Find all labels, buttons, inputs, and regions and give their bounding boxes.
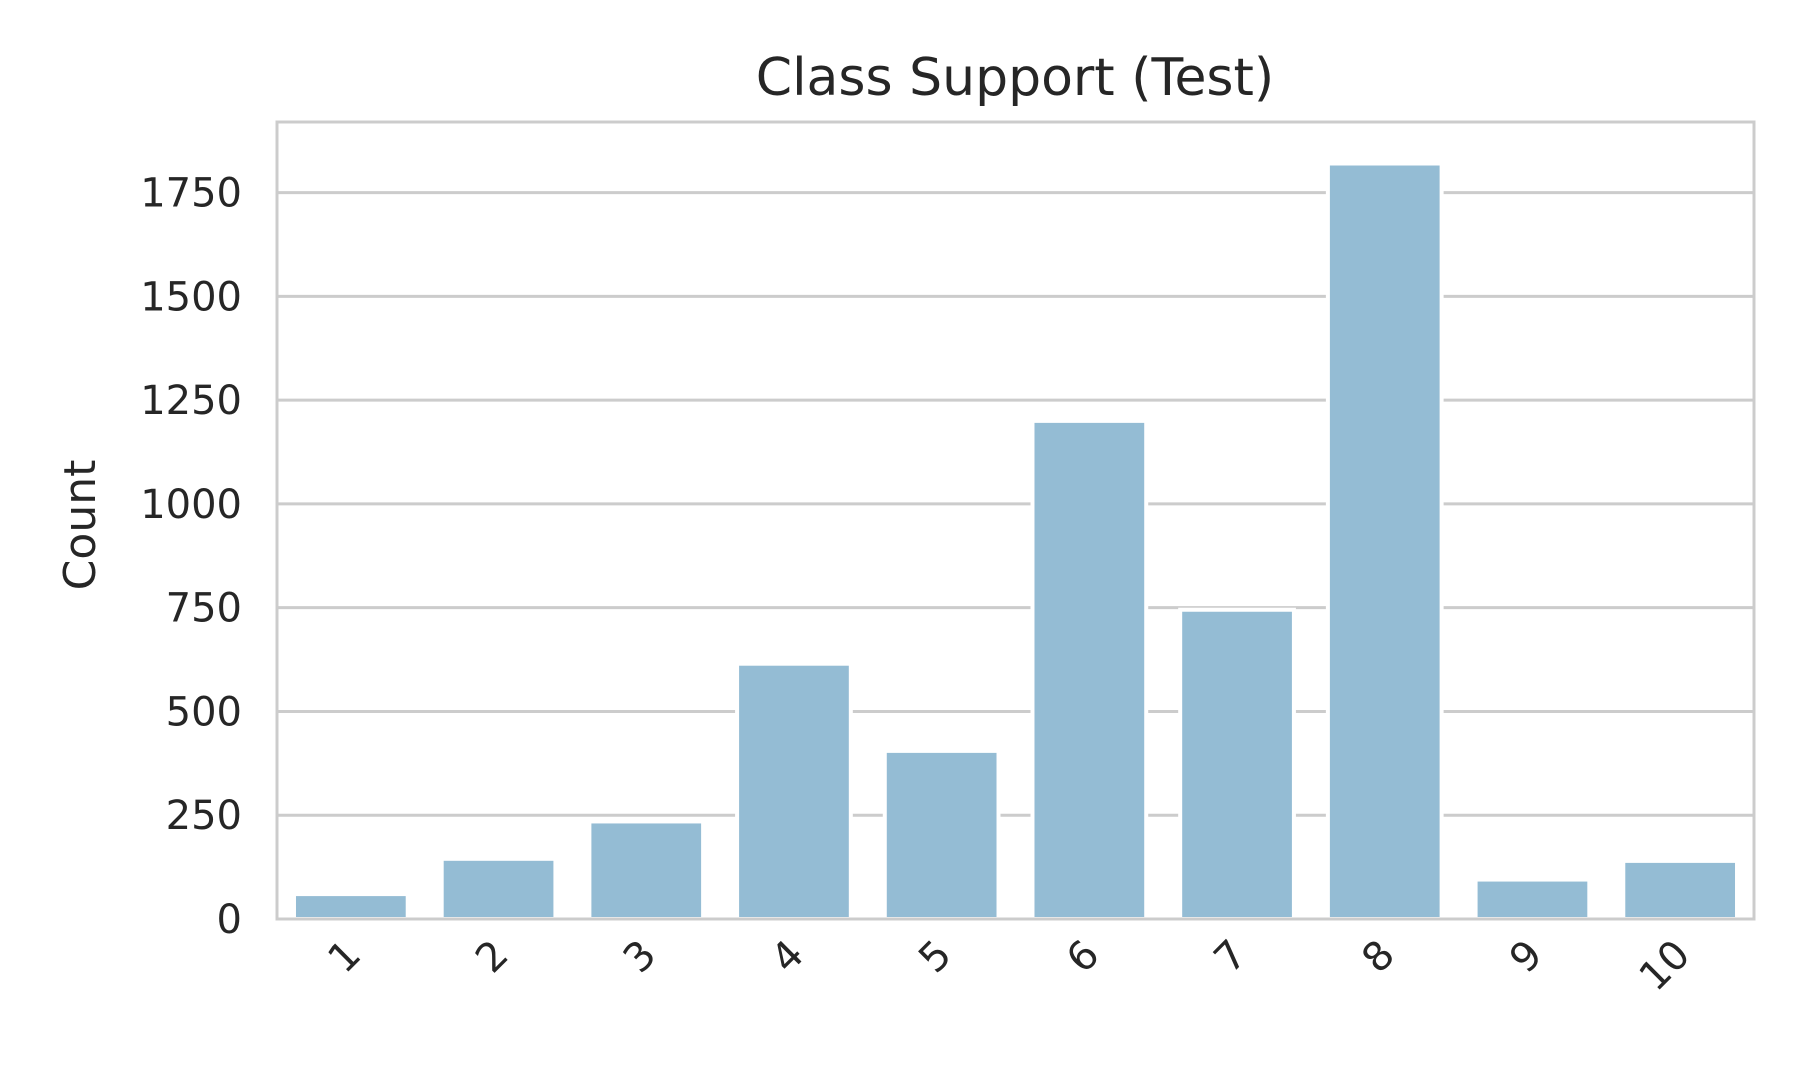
x-tick-label: 9 (1501, 932, 1552, 983)
x-tick-labels: 1 2 3 4 5 6 7 8 9 10 (319, 932, 1699, 1001)
plot-frame (275, 120, 1756, 921)
bars (291, 161, 1740, 922)
bar-class-4 (735, 661, 853, 921)
x-tick-label: 2 (467, 932, 518, 983)
y-tick-label: 1250 (140, 378, 242, 424)
bar-class-3 (587, 819, 706, 921)
x-tick-label: 4 (762, 932, 813, 983)
bar-class-2 (439, 856, 558, 921)
y-tick-label: 1500 (140, 274, 242, 320)
y-tick-label: 0 (217, 897, 242, 943)
x-tick-label: 8 (1353, 932, 1404, 983)
y-tick-label: 250 (166, 793, 242, 839)
chart-title: Class Support (Test) (756, 48, 1274, 108)
y-tick-labels: 0 250 500 750 1000 1250 1500 1750 (140, 171, 242, 943)
x-tick-label: 6 (1058, 932, 1109, 983)
bar-class-9 (1473, 877, 1592, 922)
x-tick-label: 7 (1206, 932, 1257, 983)
bar-class-6 (1030, 418, 1149, 921)
x-tick-label: 10 (1631, 932, 1700, 1001)
y-tick-label: 750 (166, 586, 242, 632)
y-axis-label: Count (55, 460, 106, 591)
bar-class-5 (882, 748, 1001, 921)
y-tick-label: 1750 (140, 171, 242, 217)
bar-class-1 (291, 892, 410, 921)
y-gridlines (277, 191, 1754, 921)
x-tick-label: 3 (615, 932, 666, 983)
y-tick-label: 500 (166, 689, 242, 735)
bar-class-8 (1325, 161, 1444, 921)
x-tick-label: 1 (319, 932, 370, 983)
bar-class-10 (1621, 858, 1740, 922)
bar-class-7 (1178, 607, 1296, 921)
y-tick-label: 1000 (140, 482, 242, 528)
x-tick-label: 5 (910, 932, 961, 983)
